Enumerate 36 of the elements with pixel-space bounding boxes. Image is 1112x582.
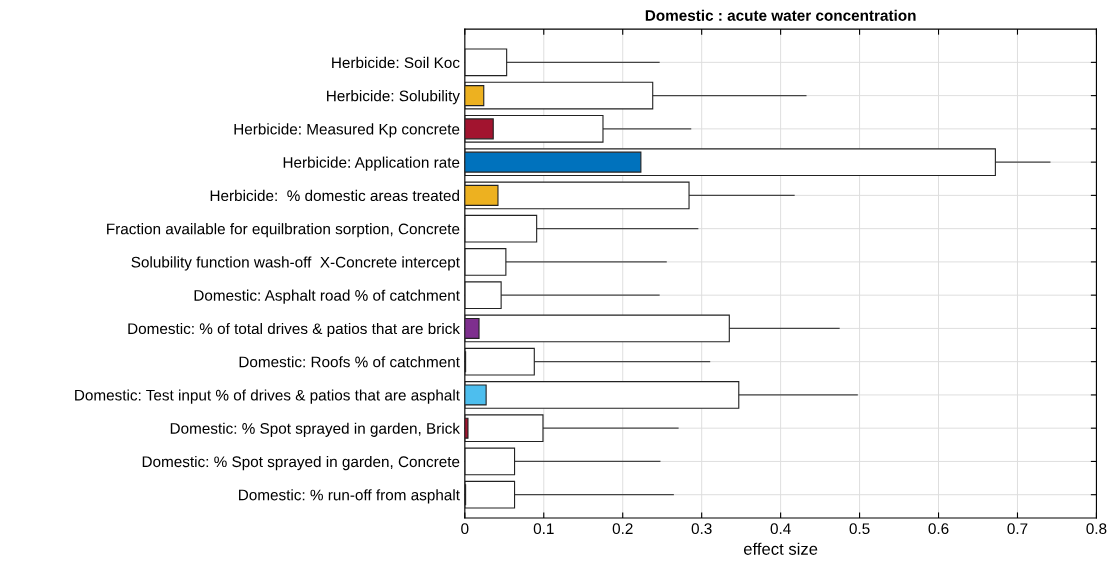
x-tick-label: 0.5 (849, 523, 870, 535)
x-tick-label: 0.6 (928, 523, 949, 535)
bar (464, 281, 502, 310)
bar (464, 214, 538, 243)
y-tick-label: Domestic: Test input % of drives & patios that are asphalt (75, 389, 460, 404)
y-tick-label: Herbicide: Solubility (327, 90, 460, 105)
y-tick-label: Domestic: % run-off from asphalt (239, 489, 460, 504)
x-tick-label: 0.3 (691, 523, 712, 535)
bar (464, 81, 654, 110)
y-tick-label: Solubility function wash-off X-Concrete intercept (131, 256, 460, 271)
bar (464, 381, 740, 409)
chart-title: Domestic : acute water concentration (645, 9, 916, 21)
y-tick-label: Domestic: % of total drives & patios that are brick (128, 322, 460, 338)
x-tick-label: 0.8 (1086, 523, 1107, 535)
bar (464, 248, 507, 276)
x-axis-title: effect size (743, 542, 818, 555)
y-tick-label: Herbicide: % domestic areas treated (210, 189, 459, 202)
bar (464, 314, 730, 343)
y-tick-label: Domestic: % Spot sprayed in garden, Concrete (142, 455, 460, 471)
x-tick-label: 0.7 (1007, 523, 1028, 535)
bar (464, 347, 535, 376)
bar (464, 414, 544, 443)
x-tick-label: 0.2 (612, 523, 633, 535)
x-tick-label: 0.1 (533, 523, 554, 535)
y-tick-label: Herbicide: Application rate (283, 156, 460, 171)
y-tick-label: Domestic: Asphalt road % of catchment (194, 289, 460, 304)
y-tick-label: Fraction available for equilbration sorption, Concrete (107, 223, 460, 238)
bar (464, 447, 516, 476)
x-tick-label: 0 (461, 523, 469, 535)
bar (464, 48, 508, 77)
y-tick-label: Herbicide: Measured Kp concrete (234, 123, 460, 138)
y-tick-label: Domestic: Roofs % of catchment (239, 356, 460, 368)
x-tick-label: 0.4 (770, 523, 791, 535)
bar (464, 480, 516, 509)
y-tick-label: Herbicide: Soil Koc (332, 56, 460, 69)
y-tick-label: Domestic: % Spot sprayed in garden, Brick (170, 422, 460, 437)
